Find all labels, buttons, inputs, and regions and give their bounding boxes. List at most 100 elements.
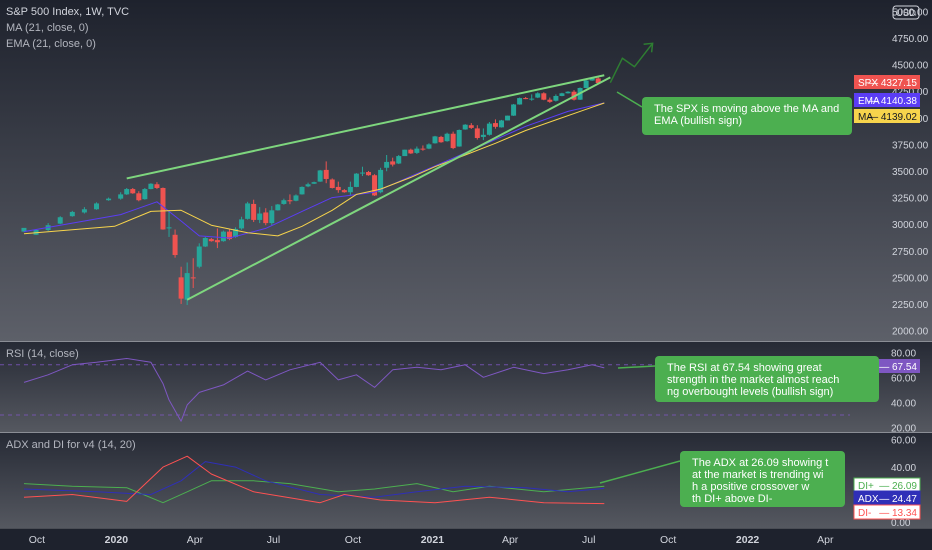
adx-badge-bg	[853, 504, 921, 520]
candle-body	[438, 136, 444, 143]
candle-body	[535, 93, 541, 98]
candle-body	[366, 172, 372, 176]
annotation-adx-text: at the market is trending wi	[692, 469, 823, 481]
rsi-tick-label: 20.00	[891, 423, 916, 434]
price-tick-label: 2250.00	[892, 300, 929, 311]
candle-body	[130, 189, 136, 194]
candle-body	[432, 136, 438, 144]
candle-body	[184, 273, 190, 300]
annotation-rsi-box	[655, 356, 879, 402]
adx-series-line	[23, 461, 605, 498]
annotation-adx-text: th DI+ above DI-	[692, 493, 773, 505]
rsi-plot	[0, 358, 850, 422]
annotation-spx-text: EMA (bullish sign)	[654, 115, 742, 127]
time-axis[interactable]	[0, 529, 932, 550]
price-pane[interactable]	[0, 0, 932, 341]
price-badge: EMA— 4140.38	[854, 93, 920, 107]
rsi-tick-label: 80.00	[891, 348, 916, 359]
ema-line	[23, 102, 605, 239]
candle-body	[323, 169, 329, 179]
time-tick-label: 2021	[421, 534, 445, 546]
main-legend-title[interactable]: S&P 500 Index, 1W, TVC	[6, 6, 129, 18]
candle-body	[190, 277, 196, 279]
time-tick-label: Oct	[345, 534, 361, 546]
candle-body	[353, 173, 359, 187]
candle-body	[529, 98, 535, 100]
candle-body	[245, 203, 251, 219]
candle-body	[384, 161, 390, 168]
annotation-spx-text: The SPX is moving above the MA and	[654, 103, 839, 115]
price-tick-label: 3250.00	[892, 194, 929, 205]
adx-badge-label: DI+	[858, 481, 874, 492]
candle-body	[396, 156, 402, 164]
trendline	[126, 74, 605, 180]
trendline	[186, 76, 611, 301]
candle-body	[275, 204, 281, 211]
time-tick-label: 2022	[736, 534, 760, 546]
candle-body	[299, 186, 305, 195]
time-tick-label: Apr	[817, 534, 834, 546]
candle-body	[81, 209, 87, 213]
price-tick-label: 4750.00	[892, 34, 929, 45]
candle-body	[214, 240, 220, 243]
adx-series-line	[23, 455, 605, 505]
candle-body	[547, 99, 553, 102]
candle-body	[196, 246, 202, 267]
candle-body	[69, 211, 75, 217]
currency-badge-label: USD	[896, 8, 916, 19]
candle-body	[517, 98, 523, 105]
candle-body	[450, 133, 456, 149]
annotation-adx-text: The ADX at 26.09 showing t	[692, 457, 828, 469]
candle-body	[456, 130, 462, 147]
candle-body	[208, 239, 214, 242]
candle-body	[287, 200, 293, 202]
candle-body	[257, 213, 263, 220]
ma-line	[23, 102, 605, 237]
price-badge-label: EMA	[858, 96, 880, 107]
candle-body	[341, 190, 347, 193]
adx-series-line	[23, 480, 605, 504]
price-tick-label: 5000.00	[892, 7, 929, 18]
adx-badge-value: — 24.47	[879, 494, 917, 505]
price-badge-bg	[854, 93, 920, 107]
axes: 2000.00 2250.00 2500.00 2750.00 3000.00 3250.…	[29, 7, 929, 546]
ma-legend[interactable]: MA (21, close, 0)	[6, 22, 89, 34]
candle-body	[166, 227, 172, 229]
adx-tick-label: 0.00	[891, 518, 911, 529]
price-tick-label: 4500.00	[892, 61, 929, 72]
adx-badge-label: ADX	[858, 494, 879, 505]
time-tick-label: Jul	[582, 534, 595, 546]
candle-body	[226, 231, 232, 240]
projection-arrow-head	[643, 42, 654, 53]
price-tick-label: 2750.00	[892, 247, 929, 258]
adx-plot	[23, 455, 605, 505]
annotation-rsi-pointer	[617, 365, 656, 369]
candle-body	[202, 237, 208, 247]
rsi-legend[interactable]: RSI (14, close)	[6, 348, 79, 360]
price-tick-label: 2500.00	[892, 273, 929, 284]
candle-body	[372, 175, 378, 196]
currency-badge[interactable]: USD	[892, 5, 920, 20]
annotation-rsi-text: strength in the market almost reach	[667, 374, 839, 386]
candle-body	[402, 149, 408, 157]
annotation-spx-box	[642, 97, 852, 135]
price-tick-label: 3500.00	[892, 167, 929, 178]
candle-body	[595, 78, 601, 83]
adx-badge-label: DI-	[858, 508, 871, 519]
rsi-tick-label: 40.00	[891, 398, 916, 409]
candle-body	[444, 133, 450, 142]
candle-body	[408, 149, 414, 154]
candle-body	[480, 134, 486, 137]
ema-legend[interactable]: EMA (21, close, 0)	[6, 38, 96, 50]
candle-body	[118, 194, 124, 199]
candle-body	[148, 183, 154, 190]
candle-body	[93, 203, 99, 210]
adx-legend[interactable]: ADX and DI for v4 (14, 20)	[6, 439, 136, 451]
time-tick-label: Apr	[187, 534, 204, 546]
rsi-badge-value: — 67.54	[879, 362, 917, 373]
candle-body	[311, 182, 317, 184]
candle-body	[565, 91, 571, 94]
price-tick-label: 3000.00	[892, 220, 929, 231]
